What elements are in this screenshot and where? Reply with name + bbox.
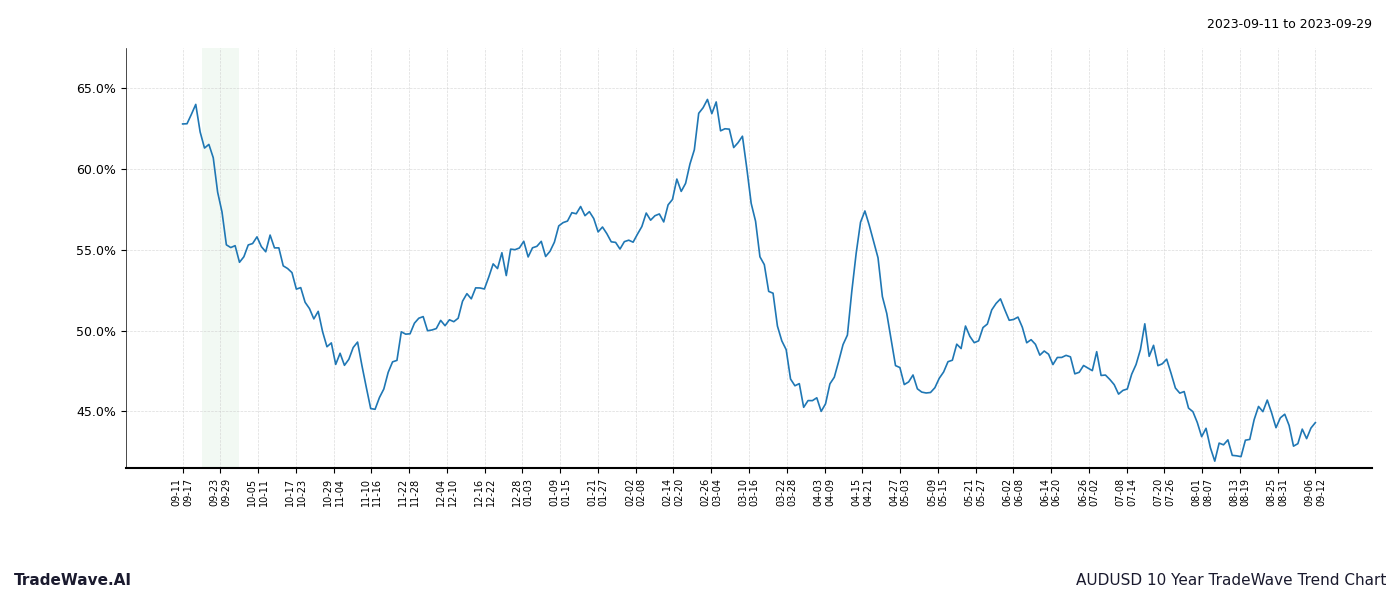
Text: AUDUSD 10 Year TradeWave Trend Chart: AUDUSD 10 Year TradeWave Trend Chart (1075, 573, 1386, 588)
Bar (202, 48, 239, 468)
Text: 2023-09-11 to 2023-09-29: 2023-09-11 to 2023-09-29 (1207, 18, 1372, 31)
Text: TradeWave.AI: TradeWave.AI (14, 573, 132, 588)
